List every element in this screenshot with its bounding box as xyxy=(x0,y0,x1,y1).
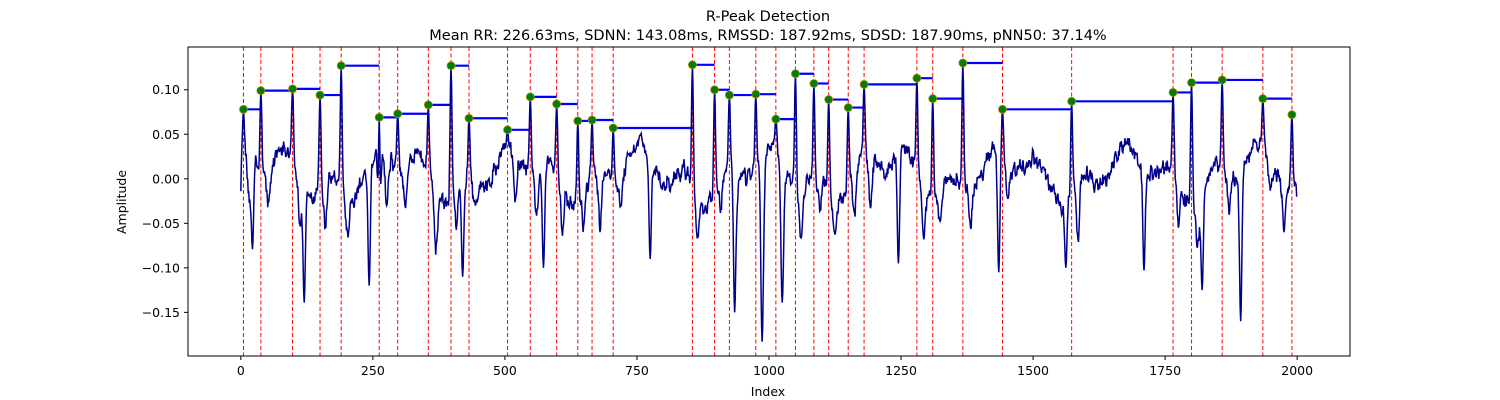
chart-subtitle: Mean RR: 226.63ms, SDNN: 143.08ms, RMSSD… xyxy=(429,28,1106,44)
peak-marker xyxy=(824,95,834,104)
peak-marker xyxy=(859,80,869,89)
x-tick-label: 1250 xyxy=(885,363,917,378)
chart-title: R-Peak Detection xyxy=(706,9,830,25)
peak-marker xyxy=(1287,110,1297,120)
peak-marker xyxy=(1187,78,1196,88)
peak-marker xyxy=(423,100,433,110)
peak-marker xyxy=(1217,75,1227,85)
peak-marker xyxy=(791,69,800,79)
peak-marker xyxy=(552,99,562,109)
y-tick-label: 0.10 xyxy=(152,82,180,97)
y-tick-label: 0.00 xyxy=(152,171,180,186)
peak-marker xyxy=(1168,88,1178,97)
x-axis: 0 250 500 750 1000 1250 1500 1750 2000 xyxy=(237,356,1313,378)
peak-markers xyxy=(239,58,1297,135)
peak-marker xyxy=(928,94,938,104)
rr-boundary-lines xyxy=(242,47,1293,356)
peak-marker xyxy=(751,89,761,99)
x-tick-label: 1750 xyxy=(1149,363,1181,378)
peak-marker xyxy=(315,90,325,100)
peak-marker xyxy=(1067,96,1077,106)
x-tick-label: 500 xyxy=(493,363,517,378)
peak-marker xyxy=(771,114,781,124)
signal-line xyxy=(240,63,1298,342)
peak-marker xyxy=(843,103,853,112)
peak-marker xyxy=(724,90,734,100)
peak-marker xyxy=(503,125,512,135)
rr-interval-lines xyxy=(243,61,1292,131)
y-tick-label: −0.15 xyxy=(142,305,180,320)
peak-marker xyxy=(464,113,474,123)
y-tick-label: 0.05 xyxy=(152,127,180,142)
peak-marker xyxy=(446,61,456,71)
peak-marker xyxy=(998,104,1007,114)
x-tick-label: 250 xyxy=(361,363,385,378)
peak-marker xyxy=(608,123,618,133)
peak-marker xyxy=(573,116,583,126)
peak-marker xyxy=(256,86,266,96)
peak-marker xyxy=(393,109,403,119)
peak-marker xyxy=(1258,94,1268,104)
peak-marker xyxy=(809,79,819,88)
y-tick-label: −0.10 xyxy=(142,260,180,275)
y-axis: −0.15 −0.10 −0.05 0.00 0.05 0.10 xyxy=(142,82,188,320)
peak-marker xyxy=(239,104,248,114)
x-tick-label: 2000 xyxy=(1281,363,1313,378)
y-axis-label: Amplitude xyxy=(114,170,129,234)
peak-marker xyxy=(336,61,346,71)
x-tick-label: 0 xyxy=(237,363,245,378)
peak-marker xyxy=(525,92,535,102)
peak-marker xyxy=(587,115,597,125)
x-tick-label: 1000 xyxy=(753,363,785,378)
peak-marker xyxy=(288,84,297,94)
peak-marker xyxy=(688,60,697,70)
peak-marker xyxy=(958,58,968,68)
x-axis-label: Index xyxy=(751,384,785,399)
signal-layer xyxy=(240,63,1298,342)
peak-marker xyxy=(374,112,384,122)
peak-marker xyxy=(710,85,719,95)
y-tick-label: −0.05 xyxy=(142,216,180,231)
x-tick-label: 750 xyxy=(625,363,649,378)
x-tick-label: 1500 xyxy=(1017,363,1049,378)
peak-marker xyxy=(912,73,922,83)
